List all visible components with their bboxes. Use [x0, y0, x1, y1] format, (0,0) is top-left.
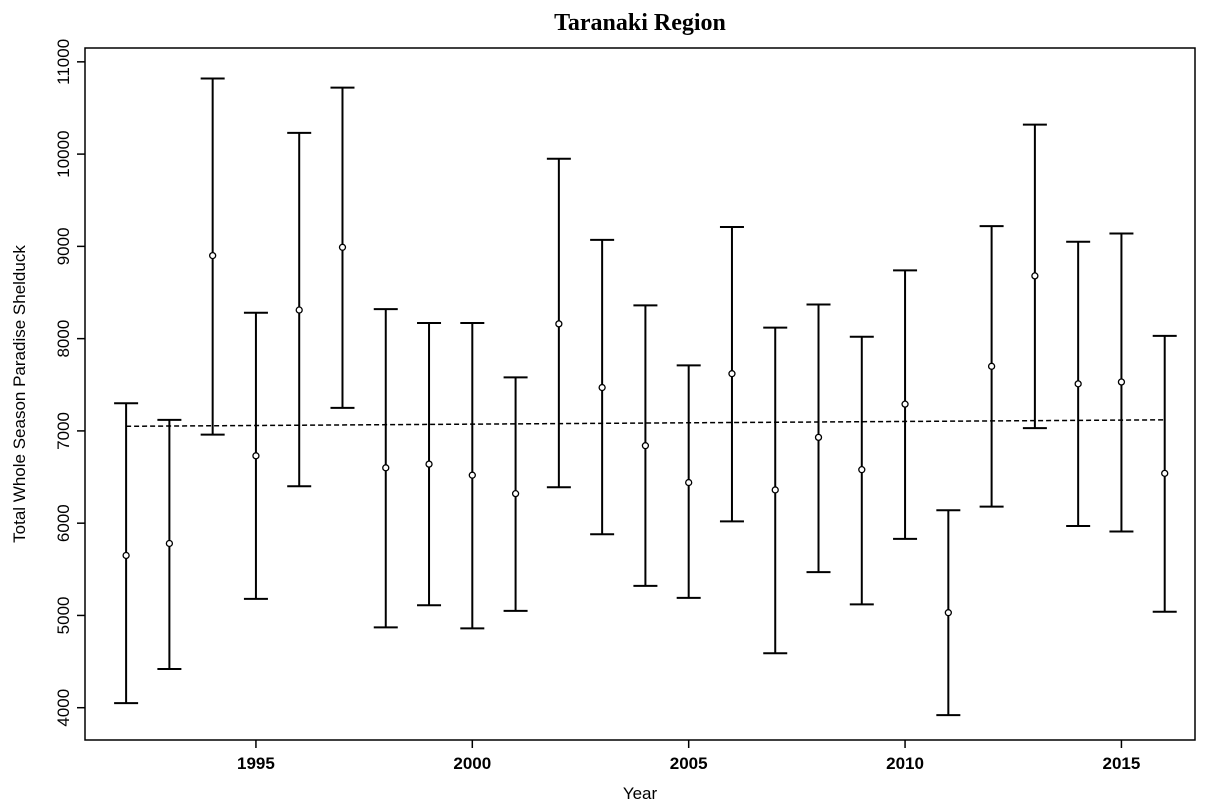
y-tick-label: 9000	[54, 227, 73, 265]
mean-point	[901, 400, 909, 408]
mean-point	[598, 383, 606, 392]
chart-title: Taranaki Region	[554, 10, 726, 36]
mean-point	[641, 442, 650, 450]
x-tick-label: 2015	[1103, 754, 1141, 773]
y-tick-label: 6000	[54, 504, 73, 542]
mean-point	[944, 609, 952, 617]
x-tick-label: 2000	[453, 754, 491, 773]
mean-point	[295, 306, 303, 314]
mean-point	[122, 551, 130, 560]
mean-point	[338, 243, 347, 251]
mean-point	[858, 466, 866, 474]
plot-frame	[84, 47, 1196, 741]
mean-point	[1117, 378, 1126, 386]
y-tick-label: 7000	[54, 412, 73, 450]
mean-point	[468, 471, 476, 479]
mean-point	[555, 320, 563, 328]
y-tick-label: 4000	[54, 689, 73, 727]
x-tick-label: 1995	[237, 754, 275, 773]
y-tick-label: 11000	[54, 39, 73, 85]
mean-point	[425, 460, 433, 468]
mean-point	[728, 370, 736, 378]
y-tick-label: 10000	[54, 130, 73, 177]
mean-point	[511, 489, 520, 498]
mean-point	[382, 464, 390, 472]
mean-point	[209, 251, 217, 260]
mean-point	[1161, 469, 1169, 477]
mean-point	[814, 433, 823, 442]
mean-point	[771, 486, 779, 494]
mean-point	[685, 478, 693, 487]
y-tick-label: 8000	[54, 320, 73, 358]
mean-point	[165, 539, 174, 548]
mean-point	[1074, 380, 1082, 388]
y-axis-label: Total Whole Season Paradise Shelduck	[10, 245, 29, 543]
x-tick-label: 2010	[886, 754, 924, 773]
x-axis-label: Year	[623, 784, 658, 803]
y-tick-label: 5000	[54, 597, 73, 635]
mean-point	[1031, 272, 1039, 280]
mean-point	[252, 452, 260, 460]
mean-point	[987, 362, 996, 370]
x-tick-label: 2005	[670, 754, 708, 773]
